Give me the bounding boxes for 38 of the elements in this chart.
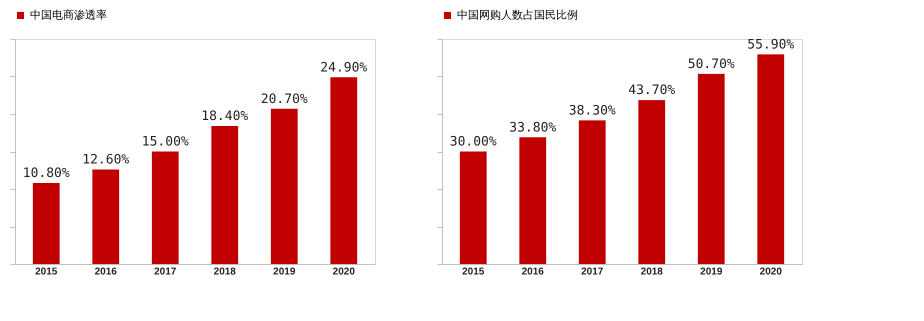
data-label: 50.70%: [688, 56, 735, 72]
data-label: 20.70%: [260, 92, 308, 107]
x-tick-label: 2020: [760, 266, 782, 278]
x-tick-label: 2020: [332, 266, 356, 278]
data-label: 38.30%: [568, 103, 616, 118]
bar: [270, 108, 298, 264]
x-tick-label: 2015: [462, 266, 485, 278]
data-label: 55.90%: [747, 37, 794, 52]
data-label: 12.60%: [82, 152, 130, 168]
legend-label: 中国电商渗透率: [30, 8, 107, 22]
bar: [92, 170, 120, 264]
bar: [211, 126, 238, 264]
bar: [460, 152, 487, 264]
x-tick-label: 2019: [700, 266, 723, 278]
x-tick-label: 2016: [522, 266, 544, 278]
bar: [32, 183, 60, 264]
bar: [757, 54, 784, 264]
data-label: 24.90%: [320, 60, 368, 76]
x-tick-label: 2017: [154, 266, 177, 278]
x-tick-label: 2017: [581, 266, 604, 278]
x-tick-label: 2018: [214, 266, 236, 278]
x-tick-label: 2018: [640, 266, 664, 278]
data-label: 43.70%: [628, 83, 676, 98]
x-tick-label: 2019: [273, 266, 296, 278]
bar: [638, 100, 666, 264]
data-label: 18.40%: [201, 109, 248, 124]
data-label: 33.80%: [509, 120, 556, 136]
data-label: 10.80%: [22, 166, 70, 181]
x-tick-label: 2015: [35, 266, 58, 278]
bar: [578, 120, 606, 264]
bar: [330, 77, 358, 264]
legend-label: 中国网购人数占国民比例: [457, 8, 578, 22]
x-tick-label: 2016: [94, 266, 118, 278]
bar: [698, 74, 725, 264]
data-label: 15.00%: [142, 134, 189, 150]
bar: [519, 137, 546, 264]
bar: [152, 152, 179, 264]
data-label: 30.00%: [450, 134, 497, 150]
